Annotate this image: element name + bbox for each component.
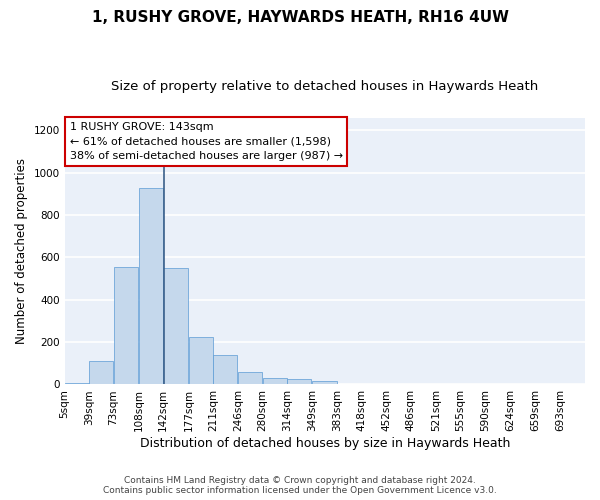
Bar <box>114 266 138 384</box>
Bar <box>213 355 237 384</box>
Bar <box>139 188 163 384</box>
Bar <box>163 268 188 384</box>
Bar <box>313 382 337 384</box>
Text: 1 RUSHY GROVE: 143sqm
← 61% of detached houses are smaller (1,598)
38% of semi-d: 1 RUSHY GROVE: 143sqm ← 61% of detached … <box>70 122 343 162</box>
Bar <box>188 337 213 384</box>
Y-axis label: Number of detached properties: Number of detached properties <box>15 158 28 344</box>
Text: Contains HM Land Registry data © Crown copyright and database right 2024.
Contai: Contains HM Land Registry data © Crown c… <box>103 476 497 495</box>
Bar <box>238 372 262 384</box>
Bar <box>263 378 287 384</box>
Bar <box>89 360 113 384</box>
Bar <box>287 379 311 384</box>
X-axis label: Distribution of detached houses by size in Haywards Heath: Distribution of detached houses by size … <box>140 437 510 450</box>
Text: 1, RUSHY GROVE, HAYWARDS HEATH, RH16 4UW: 1, RUSHY GROVE, HAYWARDS HEATH, RH16 4UW <box>91 10 509 25</box>
Title: Size of property relative to detached houses in Haywards Heath: Size of property relative to detached ho… <box>111 80 538 93</box>
Bar <box>65 383 89 384</box>
